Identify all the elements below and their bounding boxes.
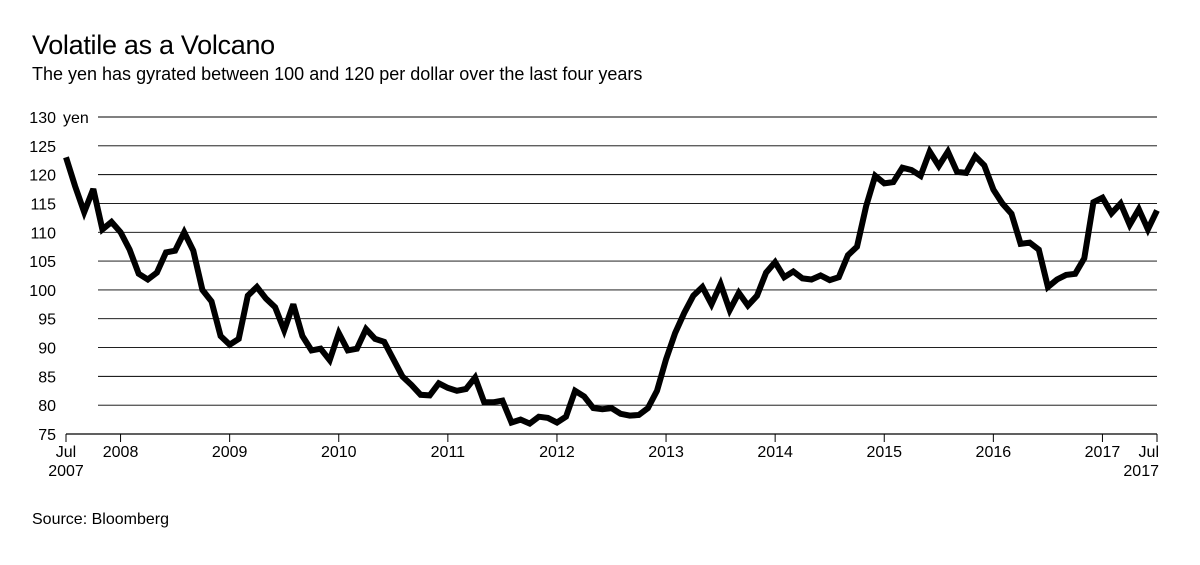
x-tick-label-9: 2016 [976, 444, 1012, 461]
chart-source: Source: Bloomberg [32, 511, 169, 528]
y-tick-label-115: 115 [30, 196, 56, 213]
x-tick-label-7: 2014 [757, 444, 793, 461]
x-tick-label-3: 2010 [321, 444, 357, 461]
chart-subtitle: The yen has gyrated between 100 and 120 … [32, 64, 643, 84]
y-tick-label-75: 75 [38, 427, 56, 444]
x-tick-label-11-year: 2017 [1123, 463, 1159, 480]
x-tick-label-4: 2011 [431, 444, 466, 461]
y-tick-label-120: 120 [29, 168, 56, 185]
y-tick-label-80: 80 [38, 398, 56, 415]
x-tick-label-10: 2017 [1085, 444, 1121, 461]
x-tick-label-5: 2012 [539, 444, 575, 461]
x-tick-label-0: Jul [56, 444, 76, 461]
x-tick-label-11: Jul [1139, 444, 1159, 461]
x-tick-label-8: 2015 [866, 444, 902, 461]
y-axis-tick-labels: 75 80 85 90 95 100 105 110 115 120 125 130 yen [29, 110, 89, 444]
x-axis: Jul 2007 2008 2009 2010 2011 2012 2013 2014 2015 2… [48, 434, 1159, 480]
x-tick-label-2: 2009 [212, 444, 248, 461]
series-group [63, 144, 1160, 428]
y-tick-label-125: 125 [29, 139, 56, 156]
y-tick-label-105: 105 [29, 254, 56, 271]
y-tick-label-85: 85 [38, 369, 56, 386]
y-tick-label-90: 90 [38, 341, 56, 358]
series-line-0 [63, 144, 1160, 428]
y-tick-label-130: 130 [29, 110, 56, 127]
y-axis-unit-label: yen [63, 110, 89, 127]
chart-title: Volatile as a Volcano [32, 30, 275, 60]
x-tick-label-0-year: 2007 [48, 463, 84, 480]
y-tick-label-100: 100 [29, 283, 56, 300]
x-tick-label-6: 2013 [648, 444, 684, 461]
y-tick-label-95: 95 [38, 312, 56, 329]
x-tick-label-1: 2008 [103, 444, 139, 461]
y-tick-label-110: 110 [30, 225, 56, 242]
gridlines [66, 116, 1157, 435]
